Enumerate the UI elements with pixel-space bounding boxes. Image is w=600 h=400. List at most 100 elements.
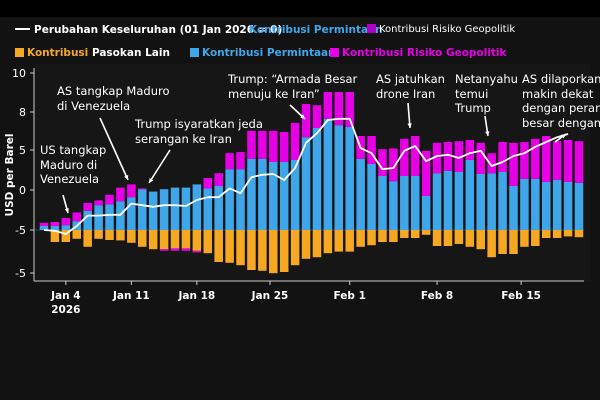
bar-demand (181, 187, 191, 230)
annotation-arrow (99, 117, 129, 181)
bar-geopolitical (301, 104, 311, 138)
legend-geo-swatch (367, 24, 376, 33)
bar-geopolitical (192, 250, 202, 253)
bar-demand (247, 158, 256, 230)
bar-demand (50, 226, 60, 230)
bar-demand (356, 158, 365, 230)
y-tick-label: 8 (19, 106, 26, 119)
bar-supply (236, 230, 245, 266)
bar-supply (389, 230, 398, 242)
bar-geopolitical (138, 188, 147, 190)
x-tick-label: Feb 8 (421, 290, 453, 302)
bar-supply (552, 230, 562, 238)
arrowhead-icon (407, 123, 412, 128)
bar-demand (443, 170, 453, 230)
bar-demand (563, 182, 573, 230)
legend-geo-label: Kontribusi Risiko Geopolitik (379, 24, 516, 35)
bar-demand (39, 226, 49, 230)
bar-geopolitical (323, 92, 333, 119)
bar-geopolitical (443, 142, 453, 171)
bar-demand (225, 169, 234, 230)
x-tick-label: Feb 15 (501, 290, 541, 302)
bar-demand (214, 186, 223, 230)
bar-supply (247, 230, 256, 270)
annotation-trump-jeda: Trump isyaratkan jeda serangan ke Iran (135, 117, 263, 146)
legend-geo-swatch-2 (330, 48, 339, 57)
bar-supply (225, 230, 234, 263)
bar-geopolitical (421, 150, 431, 196)
x-tick-sublabel: 2026 (51, 304, 80, 316)
bar-supply (192, 230, 202, 251)
bar-demand (400, 176, 409, 230)
bar-geopolitical (345, 92, 354, 127)
bar-geopolitical (476, 142, 485, 174)
legend-demand-text: Kontribusi Permintaan (249, 24, 383, 36)
bar-geopolitical (574, 141, 584, 183)
bar-demand (465, 160, 475, 230)
bar-demand (279, 162, 289, 230)
bar-geopolitical (127, 184, 136, 198)
bar-geopolitical (378, 149, 387, 176)
annotation-drone: AS jatuhkan drone Iran (376, 72, 445, 101)
bar-geopolitical (563, 140, 573, 182)
bar-geopolitical (389, 148, 398, 182)
bar-demand (127, 197, 136, 230)
bar-geopolitical (94, 200, 103, 206)
bar-supply (432, 230, 442, 246)
bar-geopolitical (498, 142, 507, 172)
annotation-netanyahu: Netanyahu temui Trump (455, 72, 518, 115)
bar-geopolitical (531, 138, 540, 179)
bar-demand (269, 162, 278, 230)
bar-demand (312, 128, 322, 230)
legend-demand-label: Kontribusi Permintaan (202, 47, 336, 59)
bar-supply (465, 230, 475, 247)
bar-demand (105, 204, 114, 230)
bar-geopolitical (61, 218, 71, 226)
bar-supply (214, 230, 223, 262)
bar-geopolitical (247, 130, 256, 159)
bar-demand (552, 180, 562, 230)
bar-demand (345, 126, 354, 230)
bar-supply (541, 230, 551, 238)
y-tick-label: 0 (19, 184, 26, 197)
line-overall-change (43, 117, 569, 235)
bar-supply (127, 230, 136, 243)
bar-supply (345, 230, 354, 252)
bar-geopolitical (290, 122, 300, 160)
bar-demand (509, 186, 518, 230)
x-tick-label: Feb 1 (334, 290, 366, 302)
legend-supply-prefix: Kontribusi (27, 47, 89, 59)
bar-supply (443, 230, 453, 246)
arrowhead-icon (485, 131, 490, 136)
bar-demand (541, 182, 551, 230)
bar-supply (378, 230, 387, 242)
bar-demand (323, 118, 333, 230)
bar-supply (72, 230, 82, 239)
bar-demand (203, 188, 213, 230)
bar-demand (138, 189, 147, 230)
bar-demand (487, 173, 496, 230)
bar-geopolitical (203, 178, 213, 189)
y-tick-label: -5 (15, 267, 26, 280)
bar-supply (94, 230, 103, 239)
y-tick-label: -5 (15, 224, 26, 237)
bar-supply (498, 230, 507, 254)
arrowhead-icon (561, 134, 566, 139)
bar-supply (290, 230, 300, 266)
bar-supply (159, 230, 169, 250)
bar-supply (116, 230, 125, 241)
bar-geopolitical (509, 142, 518, 186)
legend-demand: Kontribusi Permintaan (190, 47, 336, 59)
bar-supply (105, 230, 114, 240)
bar-geopolitical (312, 105, 322, 128)
bar-demand (367, 164, 376, 230)
legend-geo-row1: Kontribusi Risiko Geopolitik (367, 24, 515, 35)
arrowhead-icon (64, 208, 69, 213)
bar-supply (138, 230, 147, 247)
bar-supply (410, 230, 420, 238)
bar-demand (61, 225, 71, 230)
bar-geopolitical (334, 92, 344, 126)
bar-supply (454, 230, 464, 244)
bar-supply (181, 230, 191, 249)
arrowhead-icon (300, 114, 305, 119)
